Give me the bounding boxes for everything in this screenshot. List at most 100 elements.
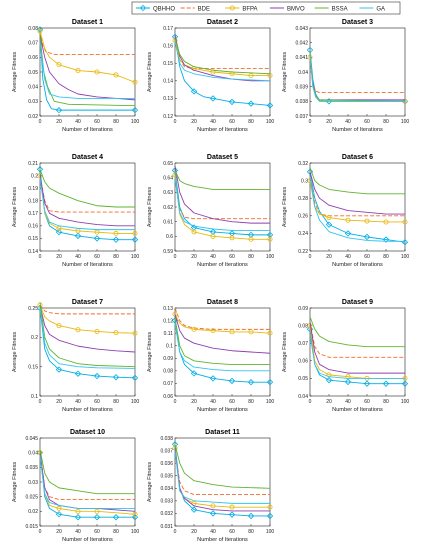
series-line-ga <box>174 177 270 231</box>
y-tick-label: 0.61 <box>163 219 173 225</box>
y-tick-label: 0.04 <box>28 84 38 90</box>
y-tick-label: 0.2 <box>31 335 38 341</box>
x-axis-label: Number of Iterations <box>332 262 383 268</box>
data-point-qbhho <box>325 376 333 384</box>
data-point-bfpa <box>267 236 273 242</box>
y-tick-label: 0.15 <box>28 364 38 370</box>
data-point-bfpa <box>248 73 254 79</box>
y-tick-label: 0.2 <box>31 173 38 179</box>
x-axis-label: Number of Iterations <box>62 127 113 133</box>
data-point-qbhho <box>55 511 63 518</box>
y-tick-label: 0.17 <box>28 211 38 217</box>
data-point-bfpa <box>267 504 273 510</box>
y-tick-label: 0.21 <box>28 161 38 167</box>
x-axis-label: Number of Iterations <box>197 407 248 413</box>
data-point-qbhho <box>190 370 198 377</box>
y-tick-label: 0.025 <box>25 494 38 500</box>
data-point-bfpa <box>113 230 119 236</box>
legend-label-bfpa: BFPA <box>242 6 257 12</box>
x-tick-label: 80 <box>113 254 119 260</box>
data-point-qbhho <box>382 236 390 243</box>
y-tick-label: 0.035 <box>25 465 38 471</box>
x-tick-label: 60 <box>229 119 235 125</box>
series-line-bssa <box>309 316 405 348</box>
data-point-qbhho <box>112 514 120 521</box>
x-tick-label: 60 <box>94 119 100 125</box>
x-tick-label: 40 <box>345 399 351 405</box>
x-tick-label: 60 <box>364 254 370 260</box>
y-tick-label: 0.041 <box>295 55 308 61</box>
series-line-bssa <box>174 38 271 75</box>
y-tick-label: 0.22 <box>298 249 308 255</box>
y-tick-label: 0.16 <box>163 43 173 49</box>
y-tick-label: 0.19 <box>28 186 38 192</box>
y-axis-label: Average Fitness <box>12 52 18 93</box>
data-point-qbhho <box>131 374 139 381</box>
data-point-qbhho <box>228 377 236 385</box>
series-line-bde <box>39 175 135 213</box>
y-tick-label: 0.08 <box>28 26 38 32</box>
y-tick-label: 0.07 <box>163 381 173 387</box>
chart-panel-2: Dataset 2 0 20 40 60 80 100 0.12 0.13 0.14 0.15 0.1… <box>147 19 274 133</box>
data-point-bfpa <box>56 505 62 511</box>
x-tick-label: 40 <box>210 254 216 260</box>
series-line-ga <box>39 42 135 99</box>
legend-label-qbhho: QBHHO <box>153 6 175 12</box>
x-tick-label: 60 <box>229 529 235 535</box>
y-tick-label: 0.62 <box>163 205 173 211</box>
x-tick-label: 20 <box>326 119 332 125</box>
y-tick-label: 0.26 <box>298 214 308 220</box>
series-line-qbhho <box>174 36 271 106</box>
x-tick-label: 40 <box>75 529 81 535</box>
series-line-bssa <box>39 169 135 208</box>
y-tick-label: 0.13 <box>163 306 173 312</box>
y-tick-label: 0.034 <box>160 486 173 492</box>
y-tick-label: 0.045 <box>25 436 38 442</box>
x-tick-label: 100 <box>131 119 140 125</box>
x-axis-label: Number of Iterations <box>332 127 383 133</box>
y-tick-label: 0.042 <box>295 40 308 46</box>
x-tick-label: 40 <box>75 119 81 125</box>
data-point-bfpa <box>113 330 119 336</box>
plot-area <box>39 27 136 117</box>
y-tick-label: 0.16 <box>28 224 38 230</box>
chart-panel-9: Dataset 9 0 20 40 60 80 100 0.04 0.05 0.06 0.07 0.0… <box>282 299 409 413</box>
plot-area <box>309 27 406 117</box>
x-tick-label: 60 <box>229 254 235 260</box>
data-point-qbhho <box>93 235 101 242</box>
y-tick-label: 0.02 <box>28 114 38 120</box>
data-point-qbhho <box>55 228 63 236</box>
series-line-bssa <box>39 449 135 495</box>
x-axis-label: Number of Iterations <box>197 262 248 268</box>
data-point-bfpa <box>172 311 178 317</box>
chart-panel-8: Dataset 8 0 20 40 60 80 100 0.06 0.07 0.08 0.09 0.1… <box>147 299 274 413</box>
y-tick-label: 0.24 <box>298 231 308 237</box>
plot-area <box>174 162 271 252</box>
y-tick-label: 0.06 <box>28 55 38 61</box>
y-tick-label: 0.59 <box>163 249 173 255</box>
plot-area <box>39 307 136 397</box>
legend-label-bmvo: BMVO <box>287 6 305 12</box>
x-tick-label: 80 <box>113 529 119 535</box>
x-tick-label: 20 <box>191 399 197 405</box>
data-point-bfpa <box>94 328 100 334</box>
data-point-qbhho <box>93 514 101 521</box>
data-point-qbhho <box>247 512 255 520</box>
chart-title: Dataset 10 <box>70 429 105 436</box>
series-line-bfpa <box>39 175 135 234</box>
y-axis-label: Average Fitness <box>282 332 288 373</box>
series-line-bfpa <box>174 174 270 240</box>
y-tick-label: 0.15 <box>28 236 38 242</box>
y-tick-label: 0.63 <box>163 190 173 196</box>
data-point-qbhho <box>344 230 352 237</box>
y-tick-label: 0.08 <box>298 323 308 329</box>
x-tick-label: 100 <box>131 399 140 405</box>
data-point-qbhho <box>74 370 82 377</box>
y-axis-label: Average Fitness <box>147 462 153 503</box>
data-point-bfpa <box>75 508 81 514</box>
y-tick-label: 0.043 <box>295 26 308 32</box>
data-point-bfpa <box>345 217 351 223</box>
data-point-qbhho <box>74 514 82 521</box>
data-point-bfpa <box>56 323 62 329</box>
x-tick-label: 100 <box>266 254 275 260</box>
